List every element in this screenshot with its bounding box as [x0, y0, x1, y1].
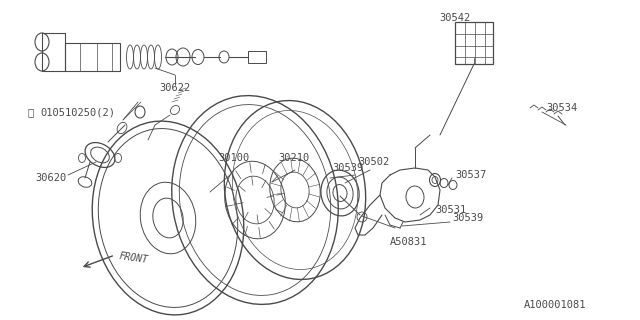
Text: FRONT: FRONT [118, 251, 148, 265]
Bar [248, 51, 266, 63]
Text: 30620: 30620 [35, 173, 67, 183]
Text: 30539: 30539 [332, 163, 364, 173]
Text: 010510250(2): 010510250(2) [40, 107, 115, 117]
Text: 30531: 30531 [435, 205, 467, 215]
Text: 30502: 30502 [358, 157, 389, 167]
Text: A50831: A50831 [390, 237, 428, 247]
Text: 30210: 30210 [278, 153, 309, 163]
Text: Ⓑ: Ⓑ [28, 107, 35, 117]
Text: 30622: 30622 [159, 83, 191, 93]
Bar [455, 22, 493, 64]
Text: 30537: 30537 [455, 170, 486, 180]
Text: 30534: 30534 [546, 103, 577, 113]
Text: A100001081: A100001081 [524, 300, 586, 310]
Bar [65, 43, 120, 71]
Text: 30539: 30539 [452, 213, 483, 223]
Text: 30100: 30100 [218, 153, 249, 163]
Text: 30542: 30542 [440, 13, 470, 23]
